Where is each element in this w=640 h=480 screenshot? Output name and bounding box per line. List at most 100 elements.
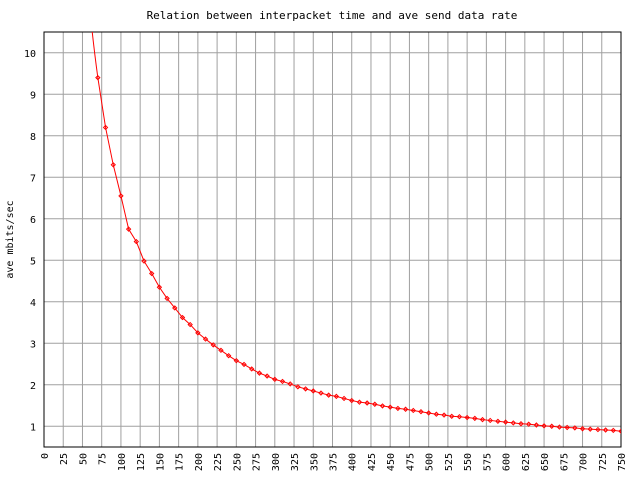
data-point — [279, 378, 286, 385]
data-point — [241, 361, 247, 368]
x-tick-label: 575 — [482, 453, 493, 471]
data-point — [495, 418, 501, 424]
x-tick-label: 350 — [309, 453, 320, 471]
data-point — [364, 400, 370, 406]
x-tick-label: 400 — [348, 453, 359, 471]
grid — [43, 32, 622, 447]
data-point — [533, 422, 540, 428]
x-tick-label: 275 — [252, 453, 263, 471]
x-tick-label: 500 — [425, 453, 436, 471]
data-point — [464, 414, 470, 421]
data-point — [587, 426, 593, 432]
x-tick-label: 525 — [444, 453, 455, 471]
data-point — [441, 412, 447, 418]
data-point — [302, 386, 309, 392]
y-tick-label: 5 — [30, 256, 36, 267]
x-tick-label: 675 — [559, 453, 570, 471]
data-point — [264, 373, 270, 379]
data-point — [518, 421, 524, 427]
y-axis-label: ave mbits/sec — [5, 200, 16, 278]
data-point — [179, 314, 186, 321]
data-point — [118, 193, 124, 199]
y-tick-label: 4 — [30, 298, 36, 309]
x-tick-label: 550 — [463, 453, 474, 471]
x-tick-label: 100 — [117, 453, 128, 471]
data-point — [602, 427, 609, 433]
y-tick-label: 3 — [30, 339, 36, 350]
x-tick-label: 375 — [329, 453, 340, 471]
data-point — [287, 381, 293, 387]
data-point — [564, 424, 570, 431]
x-tick-label: 475 — [405, 453, 416, 471]
x-tick-label: 625 — [521, 453, 532, 471]
data-point — [395, 405, 401, 412]
data-point — [233, 357, 240, 364]
data-point — [164, 295, 170, 302]
data-point — [225, 352, 232, 359]
data-point — [295, 384, 301, 390]
data-point — [449, 413, 455, 419]
data-point — [572, 425, 578, 431]
x-tick-label: 725 — [598, 453, 609, 471]
data-point — [148, 270, 155, 277]
data-point — [433, 411, 440, 417]
data-point — [510, 420, 517, 426]
data-point — [525, 421, 532, 427]
x-tick-label: 300 — [271, 453, 282, 471]
data-point — [387, 404, 393, 410]
data-point — [133, 238, 140, 245]
data-point — [310, 388, 316, 394]
x-tick-label: 450 — [386, 453, 397, 471]
y-tick-label: 1 — [30, 422, 36, 433]
chart-title: Relation between interpacket time and av… — [147, 9, 518, 22]
data-point — [502, 419, 509, 425]
data-point — [325, 392, 332, 398]
x-tick-label: 75 — [98, 453, 109, 465]
data-point — [349, 397, 355, 404]
data-point — [579, 426, 586, 432]
data-point — [549, 423, 555, 429]
data-point — [479, 416, 486, 423]
data-point — [187, 321, 193, 328]
y-tick-label: 9 — [30, 90, 36, 101]
data-point — [556, 424, 563, 430]
data-point — [425, 410, 432, 416]
data-point — [110, 162, 116, 168]
y-tick-label: 6 — [30, 215, 36, 226]
data-point — [172, 305, 178, 311]
y-tick-label: 2 — [30, 381, 36, 392]
data-point — [249, 366, 255, 372]
x-tick-label: 150 — [155, 453, 166, 471]
series-0 — [91, 32, 621, 434]
data-point — [379, 403, 386, 409]
data-point — [195, 330, 201, 336]
x-tick-label: 600 — [502, 453, 513, 471]
data-point — [102, 124, 109, 131]
data-point — [333, 393, 340, 400]
x-tick-label: 25 — [59, 453, 70, 465]
x-tick-label: 175 — [175, 453, 186, 471]
data-point — [95, 74, 101, 81]
x-tick-label: 200 — [194, 453, 205, 471]
data-point — [472, 415, 478, 422]
data-point — [156, 284, 163, 290]
data-point — [618, 428, 621, 434]
x-tick-label: 425 — [367, 453, 378, 471]
series-line — [91, 32, 621, 432]
data-point — [418, 409, 424, 415]
x-tick-label: 750 — [617, 453, 628, 471]
data-point — [487, 417, 493, 424]
data-point — [372, 401, 378, 407]
data-point — [595, 426, 601, 433]
series — [91, 32, 621, 434]
x-tick-label: 325 — [290, 453, 301, 471]
x-tick-label: 700 — [579, 453, 590, 471]
data-point — [318, 390, 324, 396]
x-tick-label: 225 — [213, 453, 224, 471]
y-tick-label: 8 — [30, 132, 36, 143]
plot-frame — [43, 31, 622, 448]
data-point — [256, 370, 263, 376]
x-tick-label: 0 — [40, 453, 51, 459]
data-point — [141, 258, 147, 264]
data-point — [210, 342, 216, 348]
